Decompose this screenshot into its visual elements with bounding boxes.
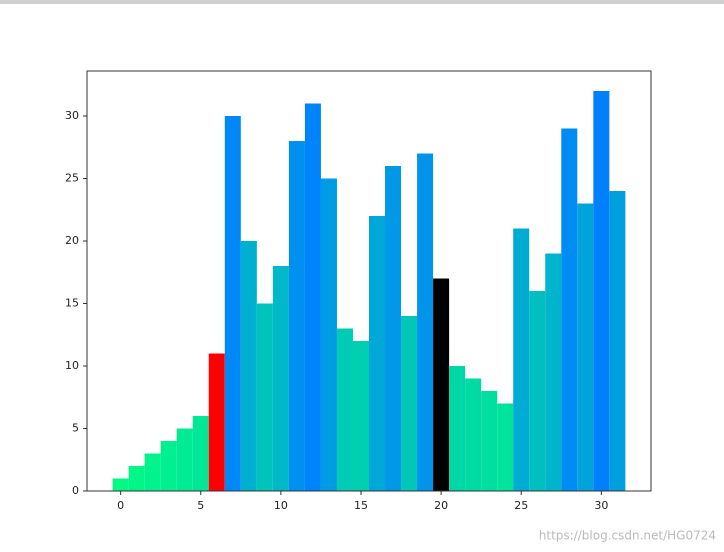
y-tick-label: 5 <box>72 422 79 435</box>
x-tick-label: 5 <box>197 499 204 512</box>
bar <box>449 366 466 491</box>
bar <box>481 391 498 491</box>
watermark: https://blog.csdn.net/HG0724 <box>539 529 716 543</box>
bar <box>513 228 530 491</box>
y-tick-label: 20 <box>65 234 79 247</box>
bar <box>529 291 546 491</box>
bar <box>256 303 273 491</box>
x-tick-label: 30 <box>594 499 608 512</box>
bar <box>288 141 305 491</box>
bar <box>497 403 514 491</box>
bar <box>352 341 369 491</box>
bar <box>369 216 386 491</box>
bar <box>160 441 177 491</box>
y-tick-label: 30 <box>65 109 79 122</box>
bar <box>609 191 626 491</box>
x-tick-label: 20 <box>434 499 448 512</box>
bar <box>577 203 594 491</box>
y-tick-label: 0 <box>72 484 79 497</box>
bar <box>272 266 289 491</box>
bar <box>112 478 129 491</box>
x-tick-label: 0 <box>117 499 124 512</box>
bar <box>144 453 161 491</box>
bar <box>192 416 209 491</box>
bar <box>304 103 321 491</box>
y-tick-label: 10 <box>65 359 79 372</box>
bar <box>385 166 402 491</box>
bar <box>208 353 225 491</box>
bar <box>240 241 257 491</box>
bar <box>401 316 418 491</box>
bar <box>320 178 337 491</box>
bar <box>561 128 578 491</box>
y-tick-label: 15 <box>65 297 79 310</box>
bar <box>417 153 434 491</box>
bar <box>433 278 450 491</box>
bar <box>224 116 241 491</box>
plot-frame <box>86 70 652 492</box>
bar <box>593 91 610 491</box>
bar <box>336 328 353 491</box>
bar <box>465 378 482 491</box>
bar <box>545 253 562 491</box>
window-border <box>0 0 724 4</box>
bar <box>128 466 145 491</box>
y-tick-label: 25 <box>65 172 79 185</box>
x-tick-label: 10 <box>274 499 288 512</box>
x-tick-label: 15 <box>354 499 368 512</box>
bar <box>176 428 193 491</box>
x-tick-label: 25 <box>514 499 528 512</box>
